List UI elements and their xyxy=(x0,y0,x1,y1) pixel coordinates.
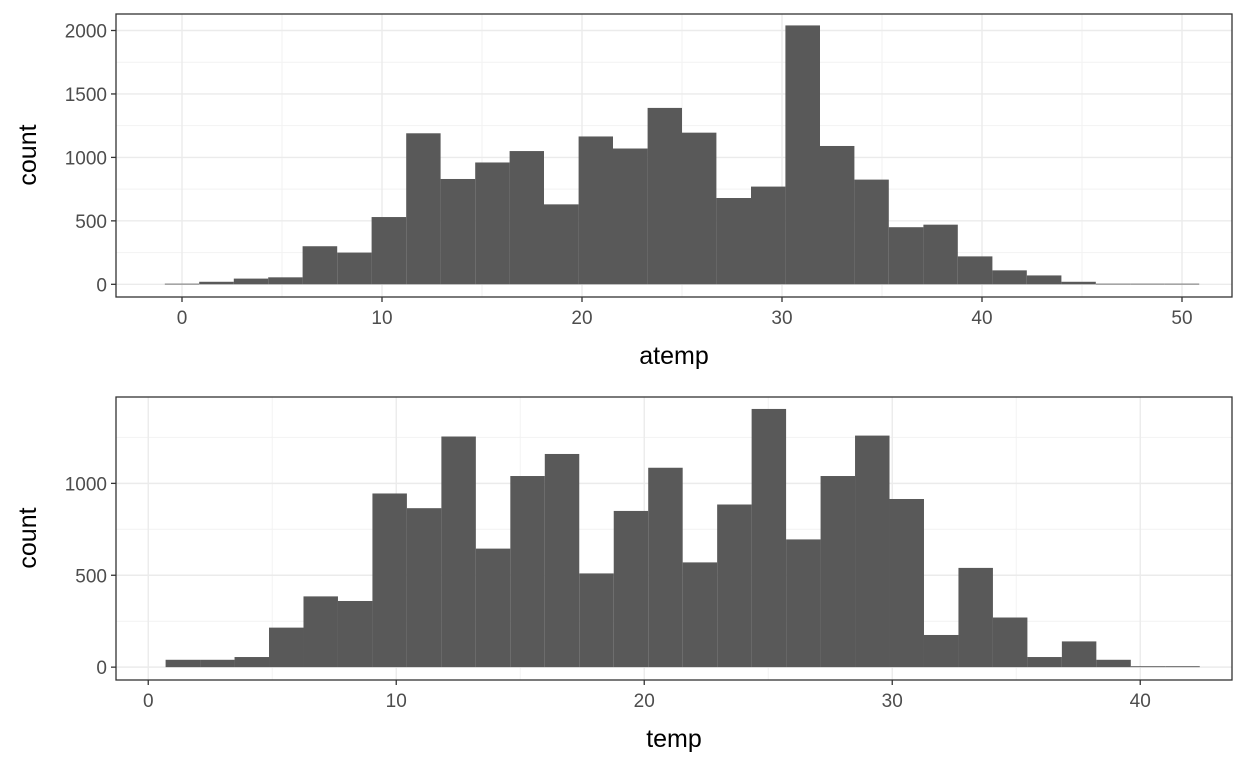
histogram-bar xyxy=(854,179,889,285)
histogram-bar xyxy=(475,548,511,668)
panel-temp: 0 10 20 30 40 0 500 1000 temp count xyxy=(14,396,1233,753)
histogram-bar xyxy=(1096,659,1131,668)
histogram-bar xyxy=(751,186,786,285)
histogram-bar xyxy=(1130,283,1165,285)
histogram-bar xyxy=(682,132,717,285)
histogram-bar xyxy=(1165,666,1200,668)
histogram-bar xyxy=(440,178,476,285)
histogram-bar xyxy=(716,198,751,285)
histogram-bar xyxy=(613,510,649,668)
histogram-bar xyxy=(648,467,683,668)
histogram-bar xyxy=(233,278,269,285)
histogram-bar xyxy=(1027,657,1062,668)
histogram-bar xyxy=(992,270,1027,285)
histogram-bar xyxy=(165,659,201,668)
histogram-bar xyxy=(544,453,580,668)
histogram-bar xyxy=(544,204,579,285)
histogram-bar xyxy=(647,107,682,285)
y-axis-title: count xyxy=(14,124,42,185)
histogram-bar xyxy=(1095,283,1131,285)
histogram-bar xyxy=(888,227,924,285)
y-tick-label: 0 xyxy=(96,658,107,679)
x-tick-label: 30 xyxy=(882,691,903,712)
histogram-bar xyxy=(751,408,787,668)
x-tick-label: 20 xyxy=(634,691,655,712)
x-tick-label: 0 xyxy=(143,691,154,712)
y-axis-title: count xyxy=(14,507,42,568)
histogram-bar xyxy=(406,508,442,668)
histogram-bar xyxy=(441,436,476,668)
panel-border xyxy=(115,13,1233,298)
histogram-bar xyxy=(268,277,303,285)
x-axis-title: temp xyxy=(646,725,702,753)
histogram-bar xyxy=(337,600,373,668)
histogram-bar xyxy=(1061,641,1097,668)
x-tick-label: 50 xyxy=(1171,308,1192,329)
histogram-bar xyxy=(957,256,993,285)
x-tick-label: 20 xyxy=(571,308,592,329)
histogram-bar xyxy=(992,617,1028,668)
histogram-bar xyxy=(302,246,338,285)
histogram-bar xyxy=(958,567,993,668)
x-tick-label: 40 xyxy=(1130,691,1151,712)
histogram-bar xyxy=(682,562,718,668)
histogram-bar xyxy=(406,133,441,285)
histogram-bar xyxy=(889,498,924,668)
histogram-bar xyxy=(785,25,820,285)
x-tick-label: 10 xyxy=(371,308,392,329)
y-tick-label: 500 xyxy=(75,566,107,587)
histogram-bar xyxy=(509,151,544,285)
y-tick-label: 0 xyxy=(96,275,107,296)
histogram-bar xyxy=(372,493,407,668)
y-tick-label: 2000 xyxy=(65,21,107,42)
histogram-bar xyxy=(717,504,752,668)
histogram-bar xyxy=(303,596,338,668)
histogram-bar xyxy=(269,627,304,668)
histogram-bar xyxy=(199,281,234,285)
histogram-bar xyxy=(578,136,613,285)
histogram-bar xyxy=(855,435,890,668)
y-tick-label: 1500 xyxy=(65,85,107,106)
y-tick-label: 1000 xyxy=(65,474,107,495)
x-axis-title: atemp xyxy=(639,342,708,370)
histogram-bar xyxy=(1164,283,1200,285)
histogram-bar xyxy=(923,224,958,285)
histogram-bar xyxy=(164,283,200,285)
histogram-bar xyxy=(510,476,545,668)
histogram-bar xyxy=(923,634,959,668)
y-tick-label: 1000 xyxy=(65,148,107,169)
histogram-bar xyxy=(579,573,614,668)
histogram-bar xyxy=(1130,666,1166,668)
panel-border xyxy=(115,396,1233,681)
histogram-bar xyxy=(1061,281,1096,285)
x-tick-label: 10 xyxy=(386,691,407,712)
histogram-bar xyxy=(371,217,407,285)
histogram-bar xyxy=(613,148,648,285)
x-tick-label: 30 xyxy=(771,308,792,329)
y-tick-label: 500 xyxy=(75,212,107,233)
histogram-bar xyxy=(234,657,270,668)
histogram-bar xyxy=(820,476,856,668)
histogram-bar xyxy=(475,162,510,285)
histogram-bar xyxy=(786,539,821,668)
x-tick-label: 40 xyxy=(971,308,992,329)
histogram-bar xyxy=(337,252,372,285)
histogram-bar xyxy=(1026,275,1062,285)
histogram-bar xyxy=(820,145,855,285)
x-tick-label: 0 xyxy=(177,308,188,329)
histogram-bar xyxy=(200,659,235,668)
